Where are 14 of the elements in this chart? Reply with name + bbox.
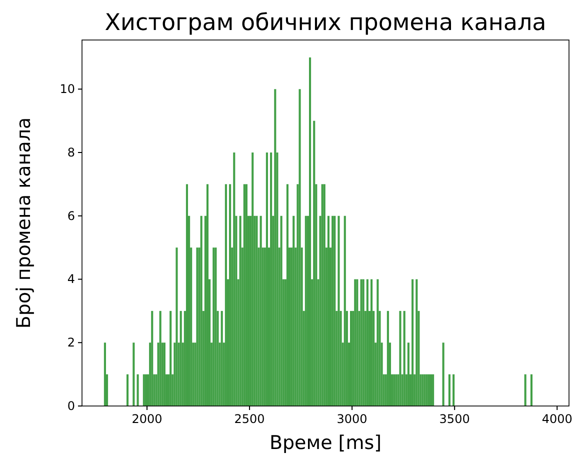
y-tick-label: 6 bbox=[67, 208, 75, 223]
x-tick-label: 4000 bbox=[542, 412, 572, 426]
y-tick-label: 8 bbox=[67, 145, 75, 160]
x-axis-title: Време [ms] bbox=[269, 432, 382, 454]
y-axis-title: Број промена канала bbox=[13, 117, 35, 329]
y-tick-label: 0 bbox=[67, 399, 75, 413]
y-tick-label: 2 bbox=[67, 336, 75, 350]
x-tick-label: 3500 bbox=[439, 412, 470, 426]
y-tick-label: 4 bbox=[67, 272, 75, 286]
x-tick-label: 2000 bbox=[132, 412, 162, 426]
x-tick-label: 3000 bbox=[336, 412, 368, 426]
chart-title: Хистограм обичних промена канала bbox=[104, 10, 546, 36]
y-tick-label: 10 bbox=[60, 82, 75, 96]
x-tick-label: 2500 bbox=[234, 412, 265, 426]
